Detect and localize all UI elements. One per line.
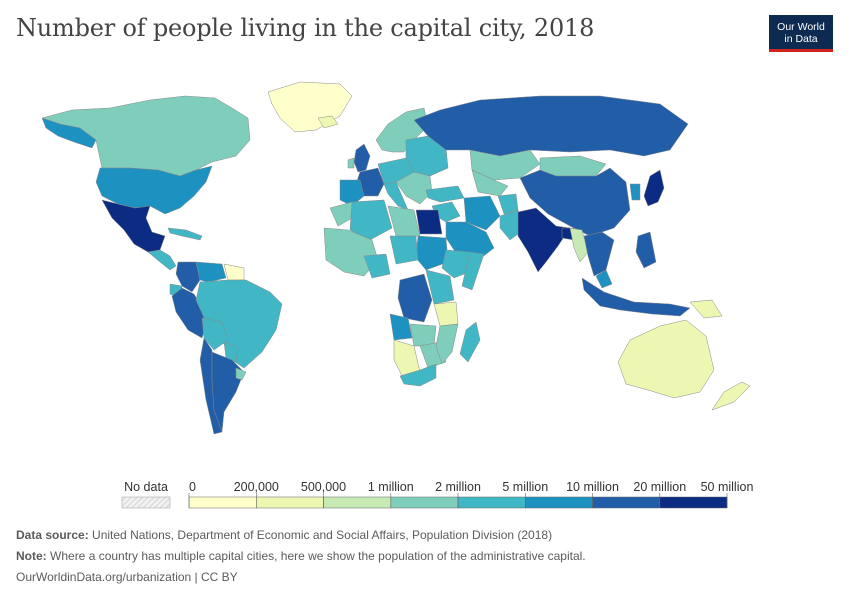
legend-tick-label-8: 50 million xyxy=(701,480,754,494)
region-zambia[interactable]: Zambia xyxy=(409,323,437,347)
region-russia[interactable]: Russia xyxy=(413,95,689,157)
legend-tick-label-2: 500,000 xyxy=(301,480,346,494)
legend-tick-label-6: 10 million xyxy=(566,480,619,494)
legend-tick-label-1: 200,000 xyxy=(234,480,279,494)
region-bolivia[interactable]: Bolivia xyxy=(201,317,229,351)
chart-title: Number of people living in the capital c… xyxy=(16,14,595,42)
legend-swatch-2[interactable] xyxy=(323,496,392,509)
region-madagascar[interactable]: Madagascar xyxy=(459,321,481,363)
region-india[interactable]: India xyxy=(517,207,571,273)
legend-tick-label-4: 2 million xyxy=(435,480,481,494)
source-url[interactable]: OurWorldinData.org/urbanization | CC BY xyxy=(16,570,238,584)
region-egypt[interactable]: Egypt xyxy=(415,209,443,235)
region-china[interactable]: China xyxy=(519,167,631,237)
region-indonesia[interactable]: Indonesia xyxy=(581,277,691,317)
region-australia[interactable]: Australia xyxy=(617,319,715,399)
region-korea[interactable]: Korea xyxy=(629,183,641,201)
chart-note: Note: Where a country has multiple capit… xyxy=(16,549,586,563)
legend-tick-label-7: 20 million xyxy=(633,480,686,494)
legend-no-data-swatch xyxy=(121,496,171,509)
legend-tick-label-3: 1 million xyxy=(368,480,414,494)
region-alaska[interactable]: Alaska xyxy=(41,117,97,149)
note-label: Note: xyxy=(16,549,47,563)
region-iran[interactable]: Iran xyxy=(463,195,501,231)
region-ireland[interactable]: Ireland xyxy=(347,157,355,169)
region-canada[interactable]: Canada xyxy=(41,95,251,177)
data-source-label: Data source: xyxy=(16,528,89,542)
world-map[interactable]: CanadaUnited StatesAlaskaGreenlandMexico… xyxy=(0,60,850,460)
region-dr-congo[interactable]: DR Congo xyxy=(397,273,433,323)
legend-tick-label-5: 5 million xyxy=(502,480,548,494)
legend-swatch-7[interactable] xyxy=(659,496,728,509)
region-papua-new-guinea[interactable]: Papua New Guinea xyxy=(689,299,723,319)
region-nigeria[interactable]: Nigeria xyxy=(363,253,391,279)
region-paraguay[interactable]: Paraguay xyxy=(223,341,239,363)
region-philippines[interactable]: Philippines xyxy=(635,231,657,269)
region-algeria[interactable]: Algeria xyxy=(349,199,393,241)
legend-swatch-4[interactable] xyxy=(457,496,526,509)
region-uruguay[interactable]: Uruguay xyxy=(235,367,247,381)
region-united-states[interactable]: United States xyxy=(95,165,213,215)
region-mexico[interactable]: Mexico xyxy=(101,199,166,253)
owid-logo[interactable]: Our World in Data xyxy=(769,15,833,52)
region-scandinavia[interactable]: Scandinavia xyxy=(375,107,429,153)
note-text: Where a country has multiple capital cit… xyxy=(50,549,586,563)
region-turkey[interactable]: Turkey xyxy=(425,185,465,203)
region-iberia[interactable]: Iberia xyxy=(339,179,365,207)
region-venezuela[interactable]: Venezuela xyxy=(195,261,227,283)
map-legend: No data 0 200,000 500,000 1 million 2 millio… xyxy=(121,480,754,509)
data-source-text: United Nations, Department of Economic a… xyxy=(92,528,553,542)
legend-tick-label-0: 0 xyxy=(189,480,196,494)
legend-swatch-5[interactable] xyxy=(525,496,593,509)
region-japan[interactable]: Japan xyxy=(643,169,665,207)
legend-no-data-label: No data xyxy=(124,480,168,494)
region-caribbean[interactable]: Caribbean xyxy=(167,227,203,241)
region-new-zealand[interactable]: New Zealand xyxy=(711,381,751,411)
region-somalia[interactable]: Somalia xyxy=(461,251,485,291)
region-central-america[interactable]: Central America xyxy=(147,249,177,271)
region-iceland[interactable]: Iceland xyxy=(317,115,339,129)
region-malaysia[interactable]: Malaysia xyxy=(595,269,613,289)
region-central-asia[interactable]: Central Asia xyxy=(471,169,509,197)
legend-swatch-0[interactable] xyxy=(188,496,257,509)
region-mozambique[interactable]: Mozambique xyxy=(435,323,459,365)
region-east-africa[interactable]: East Africa xyxy=(425,269,455,305)
logo-line-2: in Data xyxy=(784,33,818,45)
region-south-africa[interactable]: South Africa xyxy=(399,363,437,387)
legend-swatch-3[interactable] xyxy=(390,496,459,509)
legend-swatch-1[interactable] xyxy=(256,496,324,509)
region-myanmar[interactable]: Myanmar xyxy=(569,227,589,263)
legend-swatch-6[interactable] xyxy=(592,496,661,509)
region-chad[interactable]: Chad xyxy=(389,235,419,265)
data-source: Data source: United Nations, Department … xyxy=(16,528,552,542)
region-angola[interactable]: Angola xyxy=(389,313,413,341)
logo-line-1: Our World xyxy=(777,21,825,33)
